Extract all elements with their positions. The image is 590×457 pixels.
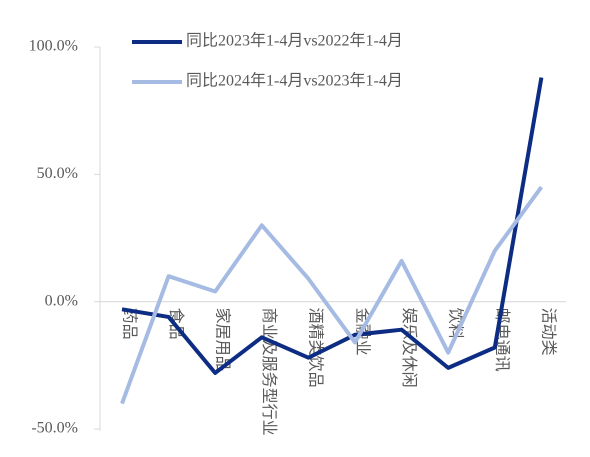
x-tick-label: 商业及服务型行业 [260, 308, 278, 436]
legend-label: 同比2024年1-4月vs2023年1-4月 [186, 72, 403, 90]
series-line [121, 77, 544, 375]
y-tick-label: -50.0% [31, 420, 78, 437]
x-tick-label: 活动类 [540, 308, 558, 356]
y-tick-label: 100.0% [29, 38, 78, 55]
x-tick-label: 药品 [120, 308, 138, 340]
legend-label: 同比2023年1-4月vs2022年1-4月 [186, 32, 403, 50]
y-tick-label: 0.0% [45, 292, 78, 309]
x-tick-label: 酒精类饮品 [307, 308, 325, 388]
x-tick-label: 饮料 [447, 308, 465, 340]
series-line [120, 185, 544, 405]
x-tick-label: 娱乐及休闲 [400, 308, 418, 388]
y-tick-label: 50.0% [37, 165, 78, 182]
x-tick-label: 家居用品 [214, 308, 232, 372]
